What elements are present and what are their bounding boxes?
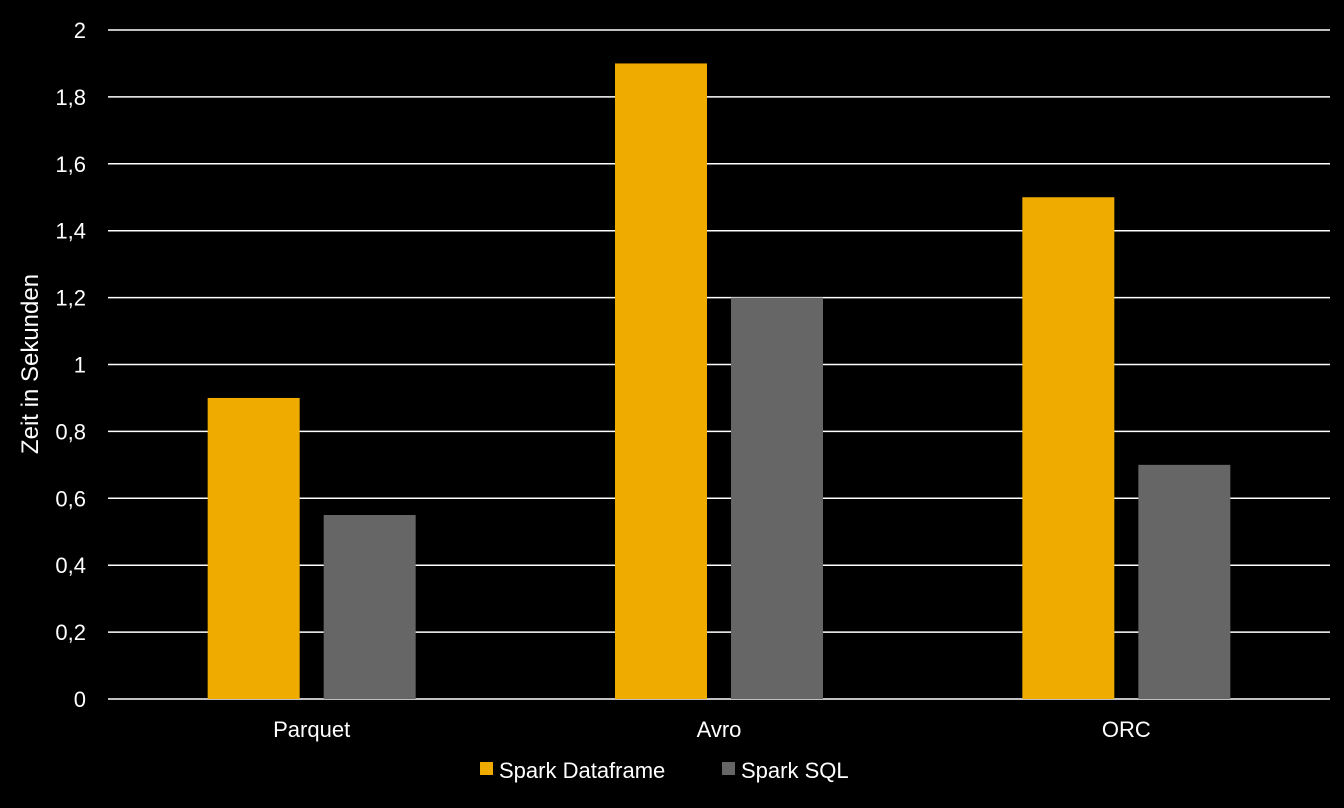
y-tick-label: 0,2 xyxy=(55,620,86,645)
y-tick-label: 1,6 xyxy=(55,152,86,177)
legend-swatch xyxy=(480,762,493,775)
y-axis-ticks: 0 0,2 0,4 0,6 0,8 1 1,2 1,4 1,6 1,8 2 xyxy=(55,18,86,712)
bars xyxy=(207,63,1231,699)
y-tick-label: 1,2 xyxy=(55,286,86,311)
bar-spark-dataframe-parquet xyxy=(207,397,300,699)
bar-spark-sql-parquet xyxy=(323,515,416,699)
x-tick-label: ORC xyxy=(1102,717,1151,742)
bar-spark-sql-orc xyxy=(1138,464,1231,699)
legend-swatch xyxy=(722,762,735,775)
x-tick-label: Parquet xyxy=(273,717,350,742)
y-tick-label: 0,8 xyxy=(55,419,86,444)
bar-spark-sql-avro xyxy=(731,297,823,699)
y-tick-label: 1,4 xyxy=(55,219,86,244)
y-axis-title: Zeit in Sekunden xyxy=(17,274,44,454)
legend-label: Spark Dataframe xyxy=(499,758,665,783)
x-axis-ticks: Parquet Avro ORC xyxy=(273,717,1151,742)
legend-label: Spark SQL xyxy=(741,758,849,783)
y-tick-label: 0,4 xyxy=(55,553,86,578)
y-tick-label: 2 xyxy=(74,18,86,43)
y-tick-label: 0,6 xyxy=(55,486,86,511)
gridlines xyxy=(108,29,1330,700)
y-tick-label: 0 xyxy=(74,687,86,712)
bar-spark-dataframe-orc xyxy=(1022,197,1115,699)
legend: Spark Dataframe Spark SQL xyxy=(480,758,849,783)
bar-spark-dataframe-avro xyxy=(615,63,707,699)
y-tick-label: 1,8 xyxy=(55,85,86,110)
x-tick-label: Avro xyxy=(697,717,742,742)
y-tick-label: 1 xyxy=(74,353,86,378)
